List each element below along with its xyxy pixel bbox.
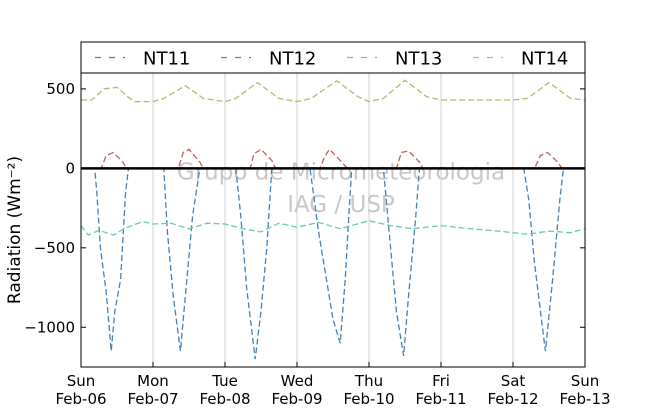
series-line-nt11 [81, 167, 585, 360]
y-tick-label: 0 [65, 159, 75, 177]
axis-ticks: 5000−500−1000SunFeb-06MonFeb-07TueFeb-08… [24, 80, 610, 408]
x-tick-day: Mon [137, 372, 169, 390]
watermark-line-2: IAG / USP [287, 192, 395, 218]
x-tick-date: Feb-08 [199, 390, 250, 408]
x-tick-date: Feb-12 [487, 390, 538, 408]
watermark-line-1: Grupo de Micrometeorologia [177, 159, 505, 185]
x-tick-day: Sun [67, 372, 96, 390]
x-tick-day: Fri [432, 372, 450, 390]
x-tick-date: Feb-13 [559, 390, 610, 408]
x-tick-date: Feb-09 [271, 390, 322, 408]
legend-label-nt12: NT12 [269, 49, 316, 70]
x-tick-day: Tue [211, 372, 238, 390]
legend-label-nt14: NT14 [521, 49, 568, 70]
series-layer [80, 79, 586, 360]
vertical-grid [152, 73, 514, 367]
x-tick-day: Thu [354, 372, 383, 390]
y-tick-label: −1000 [24, 318, 75, 336]
y-axis-label: Radiation (Wm⁻²) [5, 156, 25, 304]
series-line-nt13 [80, 220, 586, 236]
x-tick-date: Feb-06 [55, 390, 106, 408]
y-tick-label: −500 [34, 239, 75, 257]
x-tick-day: Wed [281, 372, 314, 390]
x-tick-day: Sat [501, 372, 526, 390]
series-line-nt14 [81, 79, 586, 103]
legend-label-nt11: NT11 [143, 49, 190, 70]
x-tick-date: Feb-07 [127, 390, 178, 408]
x-tick-date: Feb-11 [415, 390, 466, 408]
x-tick-day: Sun [571, 372, 600, 390]
x-tick-date: Feb-10 [343, 390, 394, 408]
legend-label-nt13: NT13 [395, 49, 442, 70]
plot-area-frame [80, 72, 586, 368]
legend: NT11 NT12 NT13 NT14 [80, 41, 586, 74]
y-tick-label: 500 [46, 80, 75, 98]
